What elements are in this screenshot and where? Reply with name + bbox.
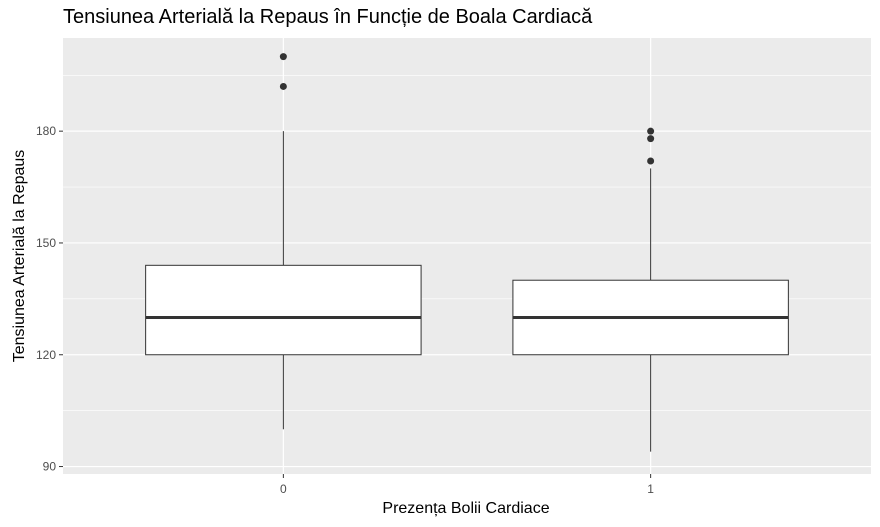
box-1 [512,127,789,452]
box-0 [145,53,422,430]
outlier-point [647,157,655,165]
y-tick-label: 120 [36,348,56,362]
chart-title: Tensiunea Arterială la Repaus în Funcție… [63,6,593,28]
plot-panel [63,38,871,474]
y-tick-label: 90 [43,460,57,474]
outlier-point [647,127,655,135]
outlier-point [647,135,655,143]
boxes [145,53,789,452]
x-axis-title: Prezența Bolii Cardiace [382,500,549,517]
box-iqr [145,264,422,356]
y-tick-label: 150 [36,236,56,250]
x-tick-label: 0 [280,482,287,496]
y-axis-ticks: 90 120 150 180 [36,124,63,474]
grid-minor [63,74,871,411]
y-tick-label: 180 [36,124,56,138]
outlier-point [279,82,287,90]
y-axis-title: Tensiunea Arterială la Repaus [11,150,28,363]
outlier-point [279,53,287,61]
x-tick-label: 1 [647,482,654,496]
